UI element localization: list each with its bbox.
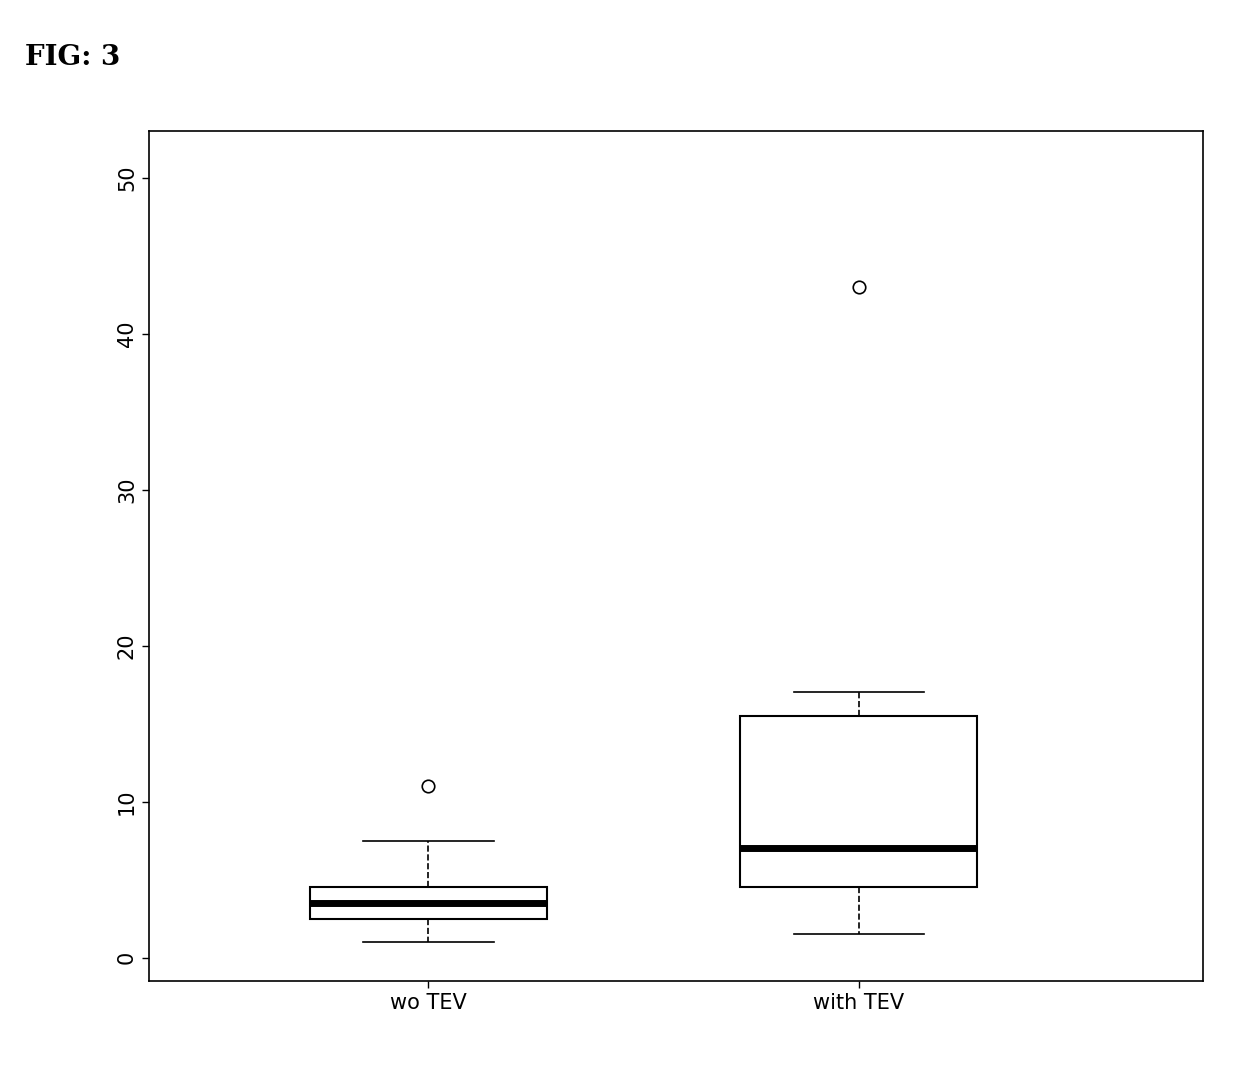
Bar [740,716,977,887]
Text: FIG: 3: FIG: 3 [25,44,120,71]
Bar [310,887,547,919]
